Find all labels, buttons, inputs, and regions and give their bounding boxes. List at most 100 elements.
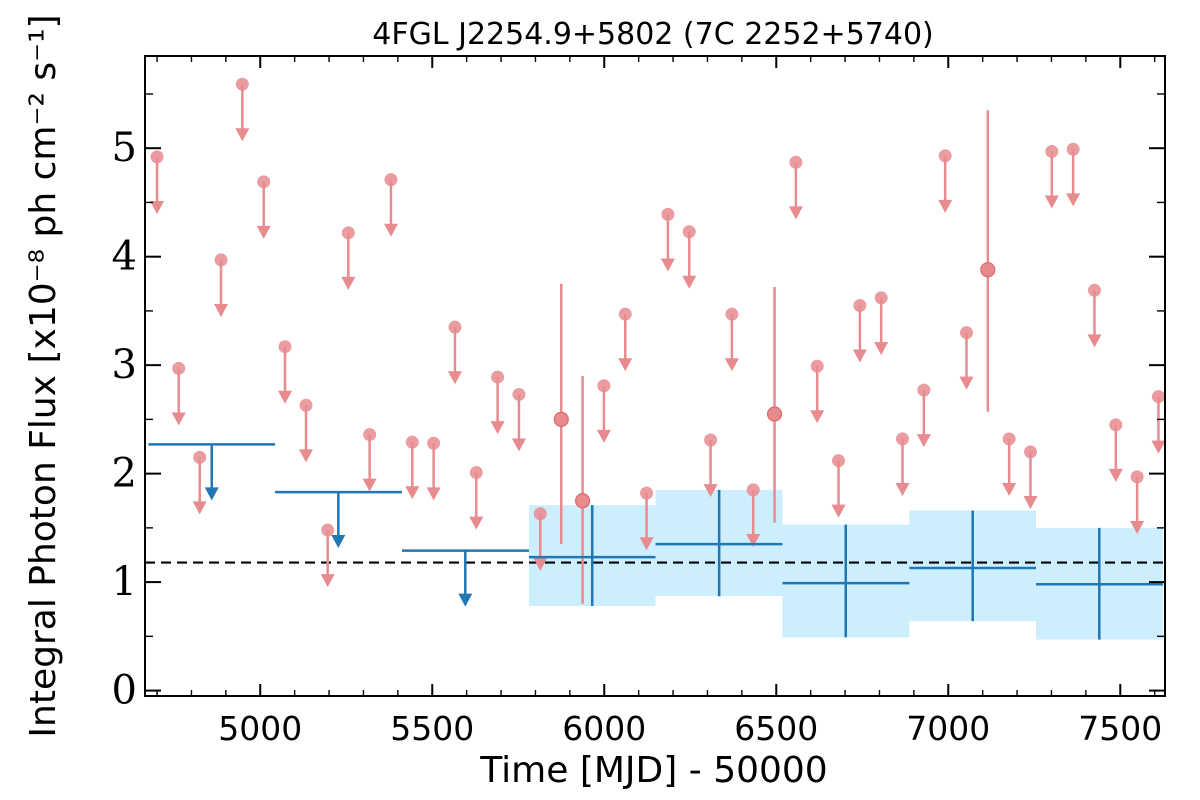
monthly-detection-point xyxy=(980,262,996,278)
chart-title: 4FGL J2254.9+5802 (7C 2252+5740) xyxy=(372,17,934,52)
monthly-upper-limit-point xyxy=(896,432,910,446)
monthly-upper-limit-arrow xyxy=(278,390,293,404)
monthly-upper-limit-point xyxy=(1087,283,1101,297)
monthly-upper-limit-point xyxy=(405,435,419,449)
monthly-upper-limit-arrow xyxy=(596,429,611,443)
y-axis-label: Integral Photon Flux [x10⁻⁸ ph cm⁻² s⁻¹] xyxy=(23,14,64,737)
monthly-upper-limit-arrow xyxy=(1087,334,1102,348)
monthly-upper-limit-point xyxy=(299,398,313,412)
monthly-upper-limit-point xyxy=(257,175,271,189)
monthly-upper-limit-point xyxy=(917,383,931,397)
monthly-upper-limit-arrow xyxy=(533,557,548,571)
monthly-upper-limit-point xyxy=(363,428,377,442)
monthly-upper-limit-arrow xyxy=(788,206,803,220)
monthly-upper-limit-point xyxy=(832,454,846,468)
monthly-upper-limit-point xyxy=(321,523,335,537)
monthly-upper-limit-arrow xyxy=(810,410,825,424)
y-tick-label: 4 xyxy=(112,234,137,280)
monthly-upper-limit-arrow xyxy=(383,223,398,237)
monthly-detection-point xyxy=(553,411,569,427)
monthly-upper-limit-point xyxy=(427,436,441,450)
y-tick-label: 2 xyxy=(112,451,137,497)
x-tick-label: 7000 xyxy=(906,709,990,748)
y-tick-label: 3 xyxy=(112,342,137,388)
monthly-upper-limit-point xyxy=(938,149,952,163)
monthly-upper-limit-arrow xyxy=(660,258,675,272)
monthly-upper-limit-point xyxy=(150,150,164,164)
monthly-upper-limit-point xyxy=(1023,445,1037,459)
monthly-upper-limit-point xyxy=(874,291,888,305)
monthly-upper-limit-arrow xyxy=(831,504,846,518)
monthly-upper-limit-point xyxy=(1066,142,1080,156)
monthly-detection-point xyxy=(766,406,783,422)
monthly-upper-limit-arrow xyxy=(235,128,250,142)
x-tick-label: 5000 xyxy=(218,709,302,748)
monthly-upper-limit-point xyxy=(193,450,207,464)
monthly-upper-limit-arrow xyxy=(703,484,718,498)
yearly-upper-limit-arrow xyxy=(458,593,473,607)
y-axis: 0 1 2 3 4 5 xyxy=(112,93,1165,714)
monthly-upper-limit-arrow xyxy=(426,487,441,501)
monthly-upper-limit-arrow xyxy=(490,421,505,435)
monthly-upper-limit-arrow xyxy=(1002,482,1017,496)
monthly-upper-limit-point xyxy=(789,155,803,169)
monthly-upper-limit-arrow xyxy=(895,482,910,496)
monthly-upper-limit-point xyxy=(533,507,547,521)
monthly-upper-limit-arrow xyxy=(256,225,271,239)
monthly-upper-limit-arrow xyxy=(341,276,356,290)
monthly-upper-limit-arrow xyxy=(171,412,186,426)
monthly-series xyxy=(150,77,1166,604)
monthly-upper-limit-arrow xyxy=(1130,520,1145,534)
monthly-upper-limit-point xyxy=(682,225,696,239)
monthly-upper-limit-arrow xyxy=(916,434,931,448)
monthly-upper-limit-arrow xyxy=(724,358,739,372)
monthly-upper-limit-point xyxy=(384,173,398,187)
monthly-upper-limit-arrow xyxy=(1023,496,1038,509)
monthly-upper-limit-point xyxy=(746,483,760,497)
x-tick-label: 5500 xyxy=(390,709,474,748)
monthly-upper-limit-arrow xyxy=(362,478,377,492)
monthly-upper-limit-arrow xyxy=(959,376,974,390)
monthly-upper-limit-point xyxy=(618,307,632,321)
monthly-upper-limit-point xyxy=(214,253,228,267)
monthly-upper-limit-arrow xyxy=(852,349,867,363)
monthly-upper-limit-point xyxy=(1130,470,1144,484)
monthly-upper-limit-arrow xyxy=(1044,195,1059,209)
x-tick-label: 6500 xyxy=(734,709,818,748)
monthly-upper-limit-point xyxy=(640,486,654,500)
monthly-upper-limit-arrow xyxy=(1108,468,1123,482)
monthly-upper-limit-point xyxy=(1002,432,1016,446)
monthly-upper-limit-point xyxy=(448,320,462,334)
y-tick-label: 5 xyxy=(112,125,137,171)
x-tick-label: 7500 xyxy=(1078,709,1162,748)
monthly-upper-limit-point xyxy=(172,361,186,375)
monthly-upper-limit-arrow xyxy=(405,486,420,500)
monthly-upper-limit-point xyxy=(491,370,505,384)
monthly-upper-limit-point xyxy=(661,207,675,221)
monthly-upper-limit-arrow xyxy=(469,516,484,530)
monthly-upper-limit-point xyxy=(704,433,718,447)
monthly-upper-limit-arrow xyxy=(1151,440,1166,454)
monthly-upper-limit-arrow xyxy=(1066,193,1081,207)
yearly-upper-limit-arrow xyxy=(331,535,346,549)
monthly-upper-limit-point xyxy=(235,77,249,91)
x-tick-label: 6000 xyxy=(562,709,646,748)
monthly-upper-limit-point xyxy=(512,387,526,401)
monthly-upper-limit-point xyxy=(1109,418,1123,432)
monthly-upper-limit-point xyxy=(278,340,292,354)
yearly-series xyxy=(148,443,1163,640)
monthly-upper-limit-point xyxy=(725,307,739,321)
monthly-upper-limit-point xyxy=(597,379,611,393)
monthly-upper-limit-point xyxy=(960,326,974,340)
y-tick-label: 0 xyxy=(112,668,137,714)
monthly-upper-limit-arrow xyxy=(746,533,761,547)
y-tick-label: 1 xyxy=(112,559,137,605)
monthly-upper-limit-point xyxy=(469,466,483,480)
monthly-upper-limit-arrow xyxy=(874,341,889,355)
monthly-upper-limit-point xyxy=(810,359,824,373)
monthly-upper-limit-point xyxy=(853,298,867,312)
monthly-upper-limit-point xyxy=(1151,390,1165,404)
monthly-upper-limit-arrow xyxy=(447,371,462,385)
monthly-upper-limit-arrow xyxy=(618,358,633,372)
